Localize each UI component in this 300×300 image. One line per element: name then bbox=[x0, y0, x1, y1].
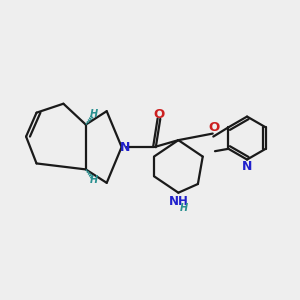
Text: O: O bbox=[153, 108, 165, 121]
Text: N: N bbox=[242, 160, 252, 172]
Text: H: H bbox=[90, 109, 98, 119]
Text: NH: NH bbox=[168, 195, 188, 208]
Text: N: N bbox=[120, 140, 130, 154]
Text: O: O bbox=[208, 121, 220, 134]
Text: H: H bbox=[180, 203, 188, 213]
Text: H: H bbox=[90, 175, 98, 185]
